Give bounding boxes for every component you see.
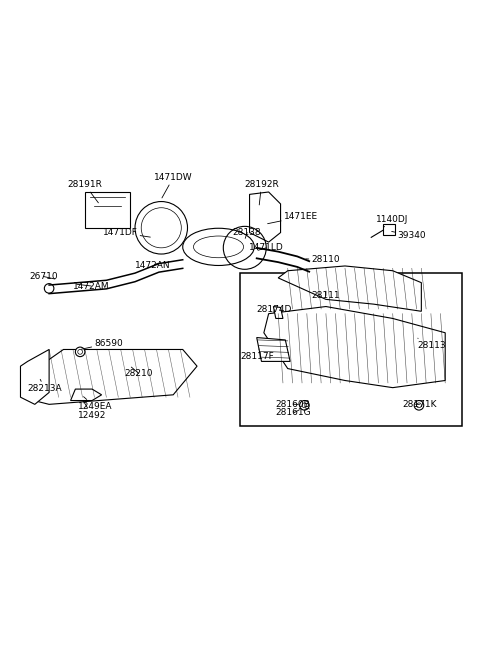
Text: 1471EE: 1471EE [268, 213, 318, 224]
Text: 28210: 28210 [124, 367, 153, 378]
Text: 1471DF: 1471DF [103, 228, 150, 237]
Text: 28161G: 28161G [276, 409, 312, 417]
Circle shape [141, 208, 181, 248]
Polygon shape [264, 306, 445, 388]
Text: 86590: 86590 [82, 338, 123, 349]
Text: 26710: 26710 [29, 272, 58, 281]
Text: 28192R: 28192R [244, 180, 279, 205]
Text: 28113: 28113 [418, 338, 446, 350]
Polygon shape [278, 266, 421, 312]
Text: 28117F: 28117F [240, 349, 274, 361]
Text: 1249EA: 1249EA [78, 397, 112, 411]
Polygon shape [257, 338, 290, 361]
Text: 1471LD: 1471LD [249, 243, 284, 253]
Polygon shape [21, 350, 49, 404]
Polygon shape [71, 389, 102, 401]
Polygon shape [250, 192, 281, 242]
Bar [85, 192, 130, 228]
Text: 28191R: 28191R [68, 180, 102, 203]
Ellipse shape [193, 236, 243, 258]
Text: 28174D: 28174D [257, 305, 292, 314]
Polygon shape [274, 306, 283, 318]
Circle shape [135, 201, 188, 254]
Text: 39340: 39340 [392, 232, 426, 240]
Text: 1472AN: 1472AN [135, 262, 170, 270]
Text: 28160B: 28160B [276, 400, 311, 409]
Circle shape [300, 401, 309, 410]
Text: 1471DW: 1471DW [154, 173, 192, 198]
Circle shape [417, 403, 421, 407]
Ellipse shape [183, 228, 254, 266]
Bar [383, 224, 395, 235]
Text: 28110: 28110 [306, 255, 340, 264]
Text: 1140DJ: 1140DJ [376, 215, 408, 227]
Circle shape [44, 283, 54, 293]
Bar [240, 273, 462, 426]
Text: 28171K: 28171K [402, 400, 437, 409]
Text: 28138: 28138 [233, 228, 262, 238]
Circle shape [75, 347, 85, 357]
Circle shape [302, 403, 307, 407]
Text: 28111: 28111 [312, 291, 340, 300]
Circle shape [414, 401, 424, 410]
Text: 12492: 12492 [78, 401, 106, 420]
Text: 28213A: 28213A [28, 379, 62, 393]
Polygon shape [30, 350, 197, 404]
Circle shape [78, 350, 83, 354]
Text: 1472AM: 1472AM [73, 281, 109, 291]
